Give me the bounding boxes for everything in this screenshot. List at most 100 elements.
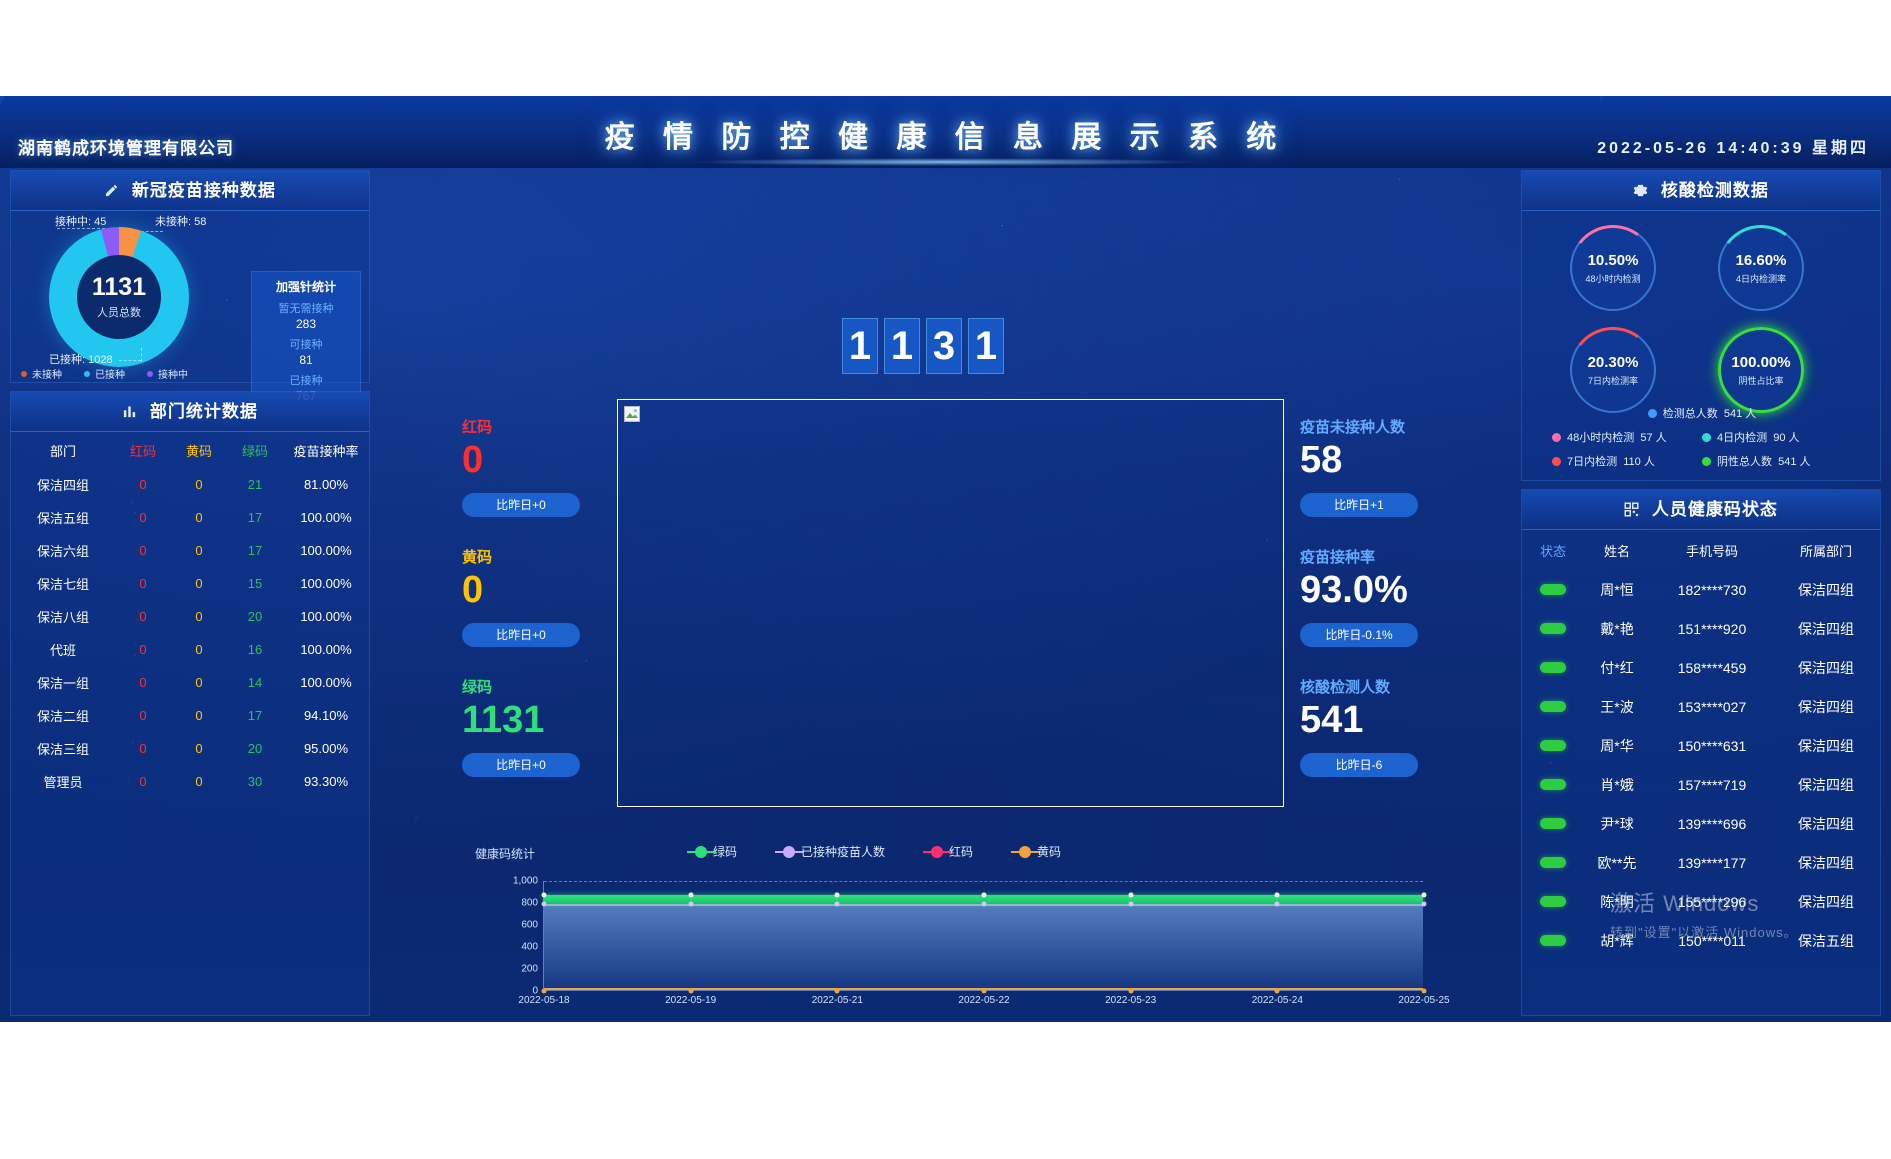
table-row[interactable]: 保洁二组 0 0 17 94.10% bbox=[11, 699, 369, 732]
table-row[interactable]: 胡*辉 150****011 保洁五组 bbox=[1522, 921, 1880, 960]
health-cell-phone: 153****027 bbox=[1677, 698, 1747, 715]
chart-data-point bbox=[688, 901, 694, 907]
health-cell-dept: 保洁四组 bbox=[1798, 659, 1854, 676]
dept-cell-yellow: 0 bbox=[195, 576, 203, 591]
health-cell-phone: 155****296 bbox=[1677, 893, 1747, 910]
donut-callout-vaccinated: 已接种: 1028 bbox=[49, 354, 113, 366]
table-row[interactable]: 陈*明 155****296 保洁四组 bbox=[1522, 882, 1880, 921]
legend-dot-vaccinated bbox=[84, 370, 90, 377]
nucleic-legend-4d: 4日内检测 90 人 bbox=[1702, 429, 1800, 445]
dept-cell-name: 代班 bbox=[49, 643, 76, 658]
table-row[interactable]: 保洁八组 0 0 20 100.00% bbox=[11, 600, 369, 633]
health-cell-dept: 保洁四组 bbox=[1798, 737, 1854, 754]
chart-data-point bbox=[834, 901, 840, 907]
nucleic-gauge: 20.30% 7日内检测率 bbox=[1564, 321, 1662, 419]
code-stat-delta: 比昨日+0 bbox=[462, 622, 580, 647]
table-row[interactable]: 保洁四组 0 0 21 81.00% bbox=[11, 468, 369, 501]
donut-callout-inprogress: 接种中: 45 bbox=[55, 216, 107, 228]
chart-legend[interactable]: 绿码 已接种疫苗人数 红码 黄码 bbox=[687, 843, 1061, 860]
total-count-digit: 1 bbox=[968, 318, 1004, 374]
donut-callout-unvaccinated: 未接种: 58 bbox=[155, 216, 207, 228]
chart-data-point bbox=[688, 892, 694, 898]
map-image-placeholder bbox=[617, 399, 1284, 807]
dept-cell-yellow: 0 bbox=[195, 642, 203, 657]
code-stat-label: 核酸检测人数 bbox=[1300, 679, 1391, 696]
table-row[interactable]: 保洁五组 0 0 17 100.00% bbox=[11, 501, 369, 534]
chart-legend-marker bbox=[1011, 845, 1040, 858]
status-badge bbox=[1540, 583, 1566, 595]
health-col-status: 状态 bbox=[1539, 543, 1566, 559]
status-badge bbox=[1540, 817, 1566, 829]
health-rows-container: 周*恒 182****730 保洁四组 戴*艳 151****920 保洁四组 … bbox=[1522, 570, 1880, 960]
code-stat-box: 黄码 0 比昨日+0 bbox=[462, 536, 592, 666]
health-cell-status bbox=[1522, 816, 1584, 832]
table-row[interactable]: 欧**先 139****177 保洁四组 bbox=[1522, 843, 1880, 882]
health-cell-status bbox=[1522, 855, 1584, 871]
table-row[interactable]: 保洁三组 0 0 20 95.00% bbox=[11, 732, 369, 765]
chart-x-tick: 2022-05-21 bbox=[811, 995, 863, 1006]
table-row[interactable]: 代班 0 0 16 100.00% bbox=[11, 633, 369, 666]
chart-x-tick: 2022-05-23 bbox=[1105, 995, 1157, 1006]
chart-data-point bbox=[688, 988, 694, 994]
table-row[interactable]: 保洁六组 0 0 17 100.00% bbox=[11, 534, 369, 567]
dept-cell-red: 0 bbox=[139, 609, 147, 624]
health-col-dept: 所属部门 bbox=[1799, 543, 1852, 559]
chart-data-point bbox=[541, 988, 547, 994]
table-row[interactable]: 戴*艳 151****920 保洁四组 bbox=[1522, 609, 1880, 648]
company-name: 湖南鹤成环境管理有限公司 bbox=[18, 139, 234, 158]
nucleic-test-panel: 核酸检测数据 10.50% 48小时内检测 16.60% 4日内检测率 20.30%… bbox=[1521, 170, 1881, 481]
health-cell-name: 尹*球 bbox=[1600, 815, 1634, 832]
chart-legend-item[interactable]: 已接种疫苗人数 bbox=[775, 843, 885, 860]
donut-legend: 未接种 已接种 接种中 bbox=[21, 366, 261, 381]
chart-data-point bbox=[981, 988, 987, 994]
chart-area-fill bbox=[544, 903, 1423, 990]
dept-cell-yellow: 0 bbox=[195, 510, 203, 525]
donut-leader-line-1 bbox=[57, 228, 115, 229]
nucleic-gauge: 100.00% 阴性占比率 bbox=[1718, 327, 1804, 413]
chart-data-point bbox=[981, 901, 987, 907]
dept-cell-rate: 100.00% bbox=[300, 576, 352, 591]
dashboard-screen: 湖南鹤成环境管理有限公司 疫 情 防 控 健 康 信 息 展 示 系 统 202… bbox=[0, 96, 1891, 1022]
nucleic-legend: 检测总人数 541 人 48小时内检测 57 人 4日内检测 90 人 7日内检… bbox=[1522, 401, 1882, 473]
health-panel-heading: 人员健康码状态 bbox=[1522, 490, 1880, 530]
health-code-table[interactable]: 状态 姓名 手机号码 所属部门 周*恒 182****730 保洁四组 戴*艳 … bbox=[1522, 530, 1880, 1015]
table-row[interactable]: 尹*球 139****696 保洁四组 bbox=[1522, 804, 1880, 843]
dept-cell-rate: 81.00% bbox=[303, 477, 349, 492]
chart-legend-item[interactable]: 黄码 bbox=[1011, 843, 1061, 860]
code-stat-label: 疫苗接种率 bbox=[1300, 549, 1376, 566]
chart-legend-marker bbox=[687, 845, 715, 858]
health-cell-name: 胡*辉 bbox=[1600, 932, 1634, 949]
status-badge bbox=[1540, 622, 1566, 634]
total-count-digit: 3 bbox=[926, 318, 962, 374]
health-cell-phone: 139****696 bbox=[1677, 815, 1747, 832]
department-rows-container: 保洁四组 0 0 21 81.00% 保洁五组 0 0 17 100.00% 保洁六… bbox=[11, 468, 369, 798]
code-stat-box: 核酸检测人数 541 比昨日-6 bbox=[1300, 666, 1450, 796]
dept-cell-name: 保洁七组 bbox=[36, 577, 89, 592]
table-row[interactable]: 周*华 150****631 保洁四组 bbox=[1522, 726, 1880, 765]
donut-total-value: 1131 bbox=[91, 273, 147, 302]
dept-cell-name: 保洁二组 bbox=[36, 709, 89, 724]
table-row[interactable]: 付*红 158****459 保洁四组 bbox=[1522, 648, 1880, 687]
chart-series-green-code-line bbox=[544, 894, 1423, 903]
chart-data-point bbox=[981, 892, 987, 898]
table-row[interactable]: 管理员 0 0 30 93.30% bbox=[11, 765, 369, 798]
dept-cell-red: 0 bbox=[139, 774, 147, 789]
legend-item-unvaccinated: 未接种 bbox=[21, 366, 62, 381]
table-row[interactable]: 保洁七组 0 0 15 100.00% bbox=[11, 567, 369, 600]
health-cell-phone: 158****459 bbox=[1677, 659, 1747, 676]
code-stat-label: 黄码 bbox=[462, 549, 493, 566]
health-col-name: 姓名 bbox=[1603, 543, 1630, 559]
table-row[interactable]: 王*波 153****027 保洁四组 bbox=[1522, 687, 1880, 726]
table-row[interactable]: 肖*娥 157****719 保洁四组 bbox=[1522, 765, 1880, 804]
chart-y-tick: 800 bbox=[521, 897, 538, 909]
department-table[interactable]: 部门 红码 黄码 绿码 疫苗接种率 保洁四组 0 0 21 81.00% 保洁五组… bbox=[11, 432, 369, 1015]
chart-legend-item[interactable]: 红码 bbox=[923, 843, 973, 860]
table-row[interactable]: 周*恒 182****730 保洁四组 bbox=[1522, 570, 1880, 609]
table-row[interactable]: 保洁一组 0 0 14 100.00% bbox=[11, 666, 369, 699]
title-glow-decoration bbox=[685, 158, 1206, 166]
dashboard-header: 湖南鹤成环境管理有限公司 疫 情 防 控 健 康 信 息 展 示 系 统 202… bbox=[0, 96, 1891, 168]
chart-legend-item[interactable]: 绿码 bbox=[687, 843, 737, 860]
health-cell-status bbox=[1522, 699, 1584, 715]
nucleic-legend-negative: 阴性总人数 541 人 bbox=[1702, 453, 1811, 469]
